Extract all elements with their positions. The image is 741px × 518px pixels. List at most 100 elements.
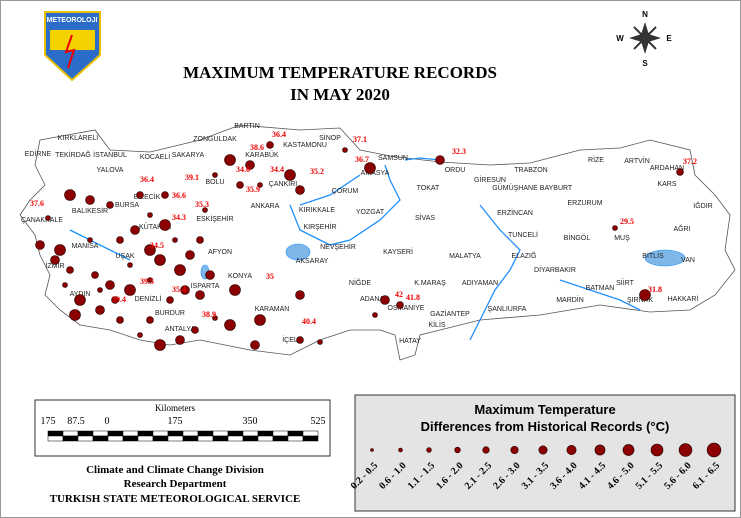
scale-tick-label: 175: [168, 416, 183, 427]
record-dot: [154, 339, 166, 351]
city-label: K.MARAŞ: [414, 280, 446, 287]
record-dot: [54, 244, 66, 256]
scale-segment: [122, 435, 139, 442]
city-label: BURDUR: [155, 310, 185, 317]
scale-segment: [212, 435, 229, 442]
city-label: ELAZIĞ: [512, 251, 537, 260]
record-dot: [159, 219, 171, 231]
record-label: 38.9: [202, 310, 216, 319]
city-label: SAMSUN: [378, 155, 408, 162]
scale-segment: [47, 435, 64, 442]
city-label: ISPARTA: [191, 283, 220, 290]
scale-tick-label: 175: [41, 416, 56, 427]
record-dot: [91, 271, 99, 279]
compass-s: S: [642, 59, 648, 68]
scale-segment: [242, 435, 259, 442]
title: MAXIMUM TEMPERATURE RECORDS: [183, 63, 497, 82]
record-dot: [284, 169, 296, 181]
record-dot: [172, 237, 178, 243]
record-dot: [185, 250, 195, 260]
scale-segment: [77, 435, 94, 442]
record-dot: [380, 295, 390, 305]
logo-text: METEOROLOJI: [47, 17, 98, 24]
city-label: TRABZON: [514, 167, 547, 174]
scale-segment: [212, 430, 229, 437]
legend-dot: [482, 446, 490, 454]
record-label: 36.6: [172, 191, 186, 200]
city-label: TUNCELİ: [508, 230, 538, 239]
record-dot: [166, 296, 174, 304]
record-dots: [35, 141, 684, 351]
record-dot: [676, 168, 684, 176]
record-dot: [161, 191, 169, 199]
record-dot: [317, 339, 323, 345]
city-label: AFYON: [208, 249, 232, 256]
city-label: BİLECİK: [134, 192, 161, 201]
record-dot: [97, 287, 103, 293]
city-label: ORDU: [445, 167, 466, 174]
record-dot: [45, 215, 51, 221]
record-label: 36.7: [355, 155, 369, 164]
scale-segment: [47, 430, 64, 437]
city-label: NEVŞEHİR: [320, 242, 356, 251]
scale-segment: [272, 430, 289, 437]
record-dot: [106, 201, 114, 209]
scale-tick-label: 350: [243, 416, 258, 427]
record-dot: [85, 195, 95, 205]
scale-segment: [197, 430, 214, 437]
scale-segment: [107, 435, 124, 442]
record-dot: [174, 264, 186, 276]
record-label: 38.6: [250, 143, 264, 152]
record-label: 34.4: [270, 165, 284, 174]
record-dot: [180, 285, 190, 295]
record-dot: [191, 326, 199, 334]
record-dot: [435, 155, 445, 165]
legend-dot: [566, 445, 577, 455]
record-labels: 37.6 39.4 39.5 35.4 38.9 40.4 35 34.5 34.3 35.3 35…: [30, 130, 697, 326]
scale-segment: [302, 435, 319, 442]
lakes: [200, 243, 686, 280]
city-label: KASTAMONU: [283, 142, 327, 149]
record-dot: [372, 312, 378, 318]
city-label: NİĞDE: [349, 278, 372, 287]
city-label: BARTIN: [234, 123, 260, 130]
compass-e: E: [666, 34, 672, 43]
record-dot: [224, 154, 236, 166]
city-label: AĞRI: [673, 224, 690, 233]
scale-segment: [62, 435, 79, 442]
city-label: ERZİNCAN: [497, 208, 533, 217]
scale-segment: [167, 430, 184, 437]
footer: Research Department: [124, 478, 227, 490]
scale-segment: [227, 435, 244, 442]
record-dot: [212, 172, 218, 178]
record-dot: [257, 182, 263, 188]
city-label: OSMANİYE: [388, 303, 425, 312]
record-label: 34.6: [236, 165, 250, 174]
record-dot: [74, 294, 86, 306]
scale-segment: [182, 435, 199, 442]
record-dot: [50, 255, 60, 265]
scale-segment: [167, 435, 184, 442]
city-label: BİNGÖL: [564, 233, 591, 242]
city-label: MALATYA: [449, 253, 481, 260]
city-label: ŞANLIURFA: [488, 306, 527, 313]
record-label: 35.2: [310, 167, 324, 176]
scale-segment: [287, 430, 304, 437]
record-dot: [202, 207, 208, 213]
scale-segment: [242, 430, 259, 437]
record-dot: [639, 289, 651, 301]
scale-tick-label: 87.5: [67, 416, 85, 427]
city-label: BAYBURT: [540, 185, 573, 192]
scale-segment: [257, 430, 274, 437]
legend-dot: [650, 443, 664, 457]
city-label: KAYSERİ: [383, 247, 413, 256]
record-dot: [195, 290, 205, 300]
record-dot: [116, 236, 124, 244]
city-label: BALIKESİR: [72, 206, 108, 215]
record-dot: [364, 162, 376, 174]
legend-dot: [622, 444, 635, 456]
scale-segment: [182, 430, 199, 437]
record-dot: [266, 141, 274, 149]
city-label: GİRESUN: [474, 175, 506, 184]
